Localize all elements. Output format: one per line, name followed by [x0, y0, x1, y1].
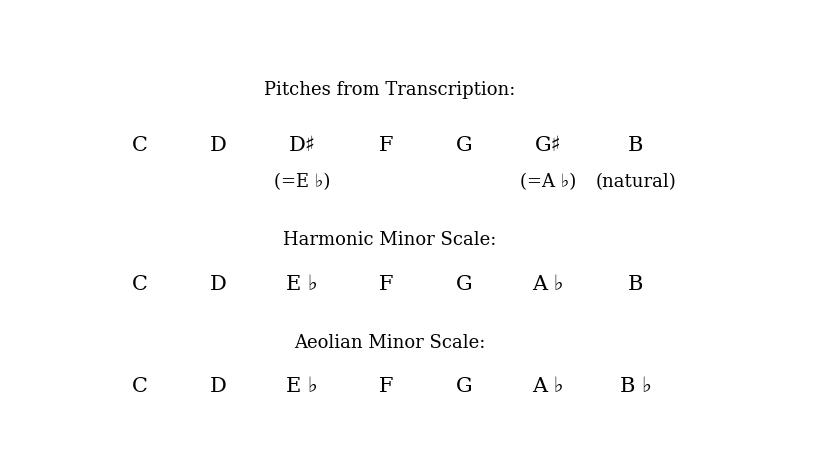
Text: A ♭: A ♭: [533, 275, 564, 294]
Text: (natural): (natural): [595, 173, 676, 191]
Text: G: G: [456, 275, 472, 294]
Text: D: D: [210, 275, 227, 294]
Text: G: G: [456, 377, 472, 397]
Text: D♯: D♯: [288, 136, 316, 155]
Text: A ♭: A ♭: [533, 377, 564, 397]
Text: C: C: [132, 275, 148, 294]
Text: G: G: [456, 136, 472, 155]
Text: (=A ♭): (=A ♭): [520, 173, 577, 191]
Text: G♯: G♯: [535, 136, 562, 155]
Text: Aeolian Minor Scale:: Aeolian Minor Scale:: [294, 334, 485, 352]
Text: D: D: [210, 136, 227, 155]
Text: Harmonic Minor Scale:: Harmonic Minor Scale:: [283, 231, 497, 249]
Text: E ♭: E ♭: [286, 275, 318, 294]
Text: F: F: [379, 136, 394, 155]
Text: E ♭: E ♭: [286, 377, 318, 397]
Text: F: F: [379, 275, 394, 294]
Text: C: C: [132, 377, 148, 397]
Text: C: C: [132, 136, 148, 155]
Text: B: B: [628, 136, 644, 155]
Text: Pitches from Transcription:: Pitches from Transcription:: [264, 81, 515, 99]
Text: F: F: [379, 377, 394, 397]
Text: B ♭: B ♭: [619, 377, 652, 397]
Text: B: B: [628, 275, 644, 294]
Text: D: D: [210, 377, 227, 397]
Text: (=E ♭): (=E ♭): [274, 173, 330, 191]
